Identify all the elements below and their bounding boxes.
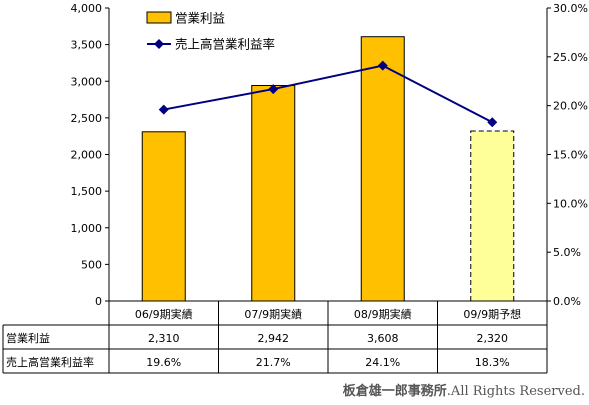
right-axis-tick-label: 15.0% bbox=[553, 149, 588, 162]
bar-forecast bbox=[470, 130, 515, 302]
left-axis-tick-label: 3,500 bbox=[71, 39, 103, 52]
table-cell: 3,608 bbox=[367, 332, 399, 345]
right-axis-tick-label: 20.0% bbox=[553, 100, 588, 113]
table-cell: 18.3% bbox=[475, 356, 510, 369]
left-axis-tick-label: 1,500 bbox=[71, 185, 103, 198]
left-axis-tick-label: 2,500 bbox=[71, 112, 103, 125]
margin-point bbox=[268, 84, 279, 95]
left-axis-tick-label: 4,000 bbox=[71, 2, 103, 15]
left-axis-tick-label: 3,000 bbox=[71, 75, 103, 88]
margin-point bbox=[377, 60, 388, 71]
right-axis-tick-label: 5.0% bbox=[553, 246, 581, 259]
legend-bar-label: 営業利益 bbox=[175, 11, 225, 26]
right-axis-tick-label: 10.0% bbox=[553, 197, 588, 210]
left-axis-tick-label: 0 bbox=[95, 295, 102, 308]
left-axis-tick-label: 1,000 bbox=[71, 222, 103, 235]
margin-point bbox=[158, 104, 169, 115]
left-axis-tick-label: 500 bbox=[81, 258, 102, 271]
margin-line bbox=[163, 64, 493, 124]
legend-bar-swatch bbox=[146, 11, 172, 24]
table-cell: 2,942 bbox=[258, 332, 290, 345]
table-cell: 19.6% bbox=[146, 356, 181, 369]
bar bbox=[360, 36, 405, 302]
category-label: 06/9期実績 bbox=[135, 307, 193, 321]
right-axis-tick-label: 0.0% bbox=[553, 295, 581, 308]
margin-point bbox=[487, 117, 498, 128]
table-cell: 24.1% bbox=[365, 356, 400, 369]
right-axis-tick-label: 30.0% bbox=[553, 2, 588, 15]
table-row-label: 売上高営業利益率 bbox=[6, 355, 94, 369]
table-cell: 2,310 bbox=[148, 332, 180, 345]
right-axis-tick-label: 25.0% bbox=[553, 51, 588, 64]
category-label: 08/9期実績 bbox=[354, 307, 412, 321]
legend-line-label: 売上高営業利益率 bbox=[175, 37, 275, 52]
table-row-label: 営業利益 bbox=[6, 331, 50, 345]
copyright-notice: 板倉雄一郎事務所.All Rights Reserved. bbox=[343, 380, 585, 399]
category-label: 07/9期実績 bbox=[244, 307, 302, 321]
category-label: 09/9期予想 bbox=[463, 307, 521, 321]
copyright-rights: .All Rights Reserved. bbox=[446, 384, 585, 399]
copyright-author: 板倉雄一郎事務所 bbox=[342, 384, 447, 399]
bar bbox=[251, 84, 296, 302]
left-axis-tick-label: 2,000 bbox=[71, 149, 103, 162]
bar bbox=[141, 131, 186, 302]
legend-line-marker bbox=[154, 39, 164, 49]
table-cell: 2,320 bbox=[477, 332, 509, 345]
table-cell: 21.7% bbox=[256, 356, 291, 369]
